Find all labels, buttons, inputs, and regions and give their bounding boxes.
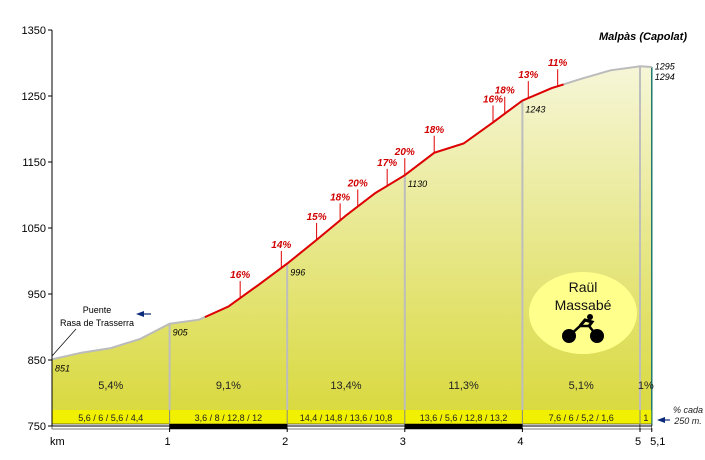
profile-area-layer xyxy=(52,66,653,427)
peak-gradient-label: 18% xyxy=(330,192,350,203)
bar-gradient-label: 13,6 / 5,6 / 12,8 / 13,2 xyxy=(420,413,508,423)
segment-gradient-label: 5,1% xyxy=(569,380,594,392)
x-tick-label: 1 xyxy=(165,436,171,448)
bar-gradient-label: 14,4 / 14,8 / 13,6 / 10,8 xyxy=(300,413,393,423)
label-layer: 16%14%15%18%20%17%20%18%16%18%13%11%8519… xyxy=(55,58,676,423)
gradient-band-strip xyxy=(52,410,652,424)
author-last-name: Massabé xyxy=(555,297,612,313)
peak-gradient-label: 17% xyxy=(377,158,397,169)
chart-title: Malpàs (Capolat) xyxy=(599,31,687,43)
altitude-label: 1130 xyxy=(408,179,427,189)
bar-gradient-label: 5,6 / 6 / 5,6 / 4,4 xyxy=(78,413,143,423)
x-tick-label: 3 xyxy=(400,436,406,448)
cyclist-icon xyxy=(562,314,604,343)
landmark-arrow-icon xyxy=(136,311,144,317)
x-tick-label: 2 xyxy=(282,436,288,448)
altitude-label: 996 xyxy=(290,268,305,278)
y-tick-label: 1050 xyxy=(22,223,46,235)
x-tick-label: 5,1 xyxy=(650,436,665,448)
profile-area xyxy=(52,66,652,427)
bar-note-line-2: 250 m. xyxy=(673,416,702,426)
author-badge-ellipse xyxy=(529,272,637,354)
landmark-callout: Puente Rasa de Trasserra xyxy=(51,305,151,357)
y-tick-label: 850 xyxy=(28,355,46,367)
bar-note-line-1: % cada xyxy=(673,405,703,415)
bar-gradient-label: 7,6 / 6 / 5,2 / 1,6 xyxy=(549,413,614,423)
bar-note: % cada 250 m. xyxy=(657,405,703,426)
peak-gradient-label: 18% xyxy=(495,86,515,97)
axis-layer: 750 850 950 1050 1150 1250 1350 1 2 3 4 5 5,1 km xyxy=(22,25,666,448)
bar-gradient-label: 3,6 / 8 / 12,8 / 12 xyxy=(195,413,263,423)
peak-gradient-label: 15% xyxy=(307,212,327,223)
landmark-leader-line xyxy=(51,328,77,357)
y-tick-label: 1350 xyxy=(22,25,46,37)
altitude-label: 1294 xyxy=(655,72,675,82)
bar-gradient-label: 1 xyxy=(643,413,648,423)
y-tick-label: 1250 xyxy=(22,91,46,103)
segment-gradient-label: 1% xyxy=(638,380,654,392)
landmark-line-2: Rasa de Trasserra xyxy=(60,318,134,328)
segment-gradient-label: 9,1% xyxy=(216,380,241,392)
peak-gradient-label: 16% xyxy=(230,270,250,281)
x-tick-label: 4 xyxy=(517,436,523,448)
altitude-label: 905 xyxy=(173,328,189,338)
landmark-line-1: Puente xyxy=(83,305,112,315)
steep-section-line xyxy=(204,83,564,319)
y-tick-label: 750 xyxy=(28,421,46,433)
author-badge: Raül Massabé xyxy=(529,272,637,354)
y-tick-label: 1150 xyxy=(22,157,46,169)
peak-gradient-label: 16% xyxy=(483,94,503,105)
segment-gradient-label: 11,3% xyxy=(448,380,479,392)
x-axis-label: km xyxy=(50,436,65,448)
peak-gradient-label: 20% xyxy=(347,178,368,189)
altitude-label: 851 xyxy=(55,363,70,373)
altitude-label: 1243 xyxy=(525,105,545,115)
y-tick-label: 950 xyxy=(28,289,46,301)
peak-gradient-label: 11% xyxy=(548,58,567,69)
altitude-label: 1295 xyxy=(655,61,676,71)
segment-gradient-label: 5,4% xyxy=(98,380,123,392)
peak-gradient-label: 14% xyxy=(271,240,291,251)
peak-gradient-label: 13% xyxy=(518,70,538,81)
x-tick-label: 5 xyxy=(635,436,641,448)
bar-note-arrow-icon xyxy=(657,417,665,423)
peak-gradient-label: 18% xyxy=(424,125,444,136)
segment-gradient-label: 13,4% xyxy=(330,380,361,392)
peak-gradient-label: 20% xyxy=(394,147,415,158)
author-first-name: Raül xyxy=(569,279,598,295)
profile-line-layer xyxy=(51,65,652,361)
